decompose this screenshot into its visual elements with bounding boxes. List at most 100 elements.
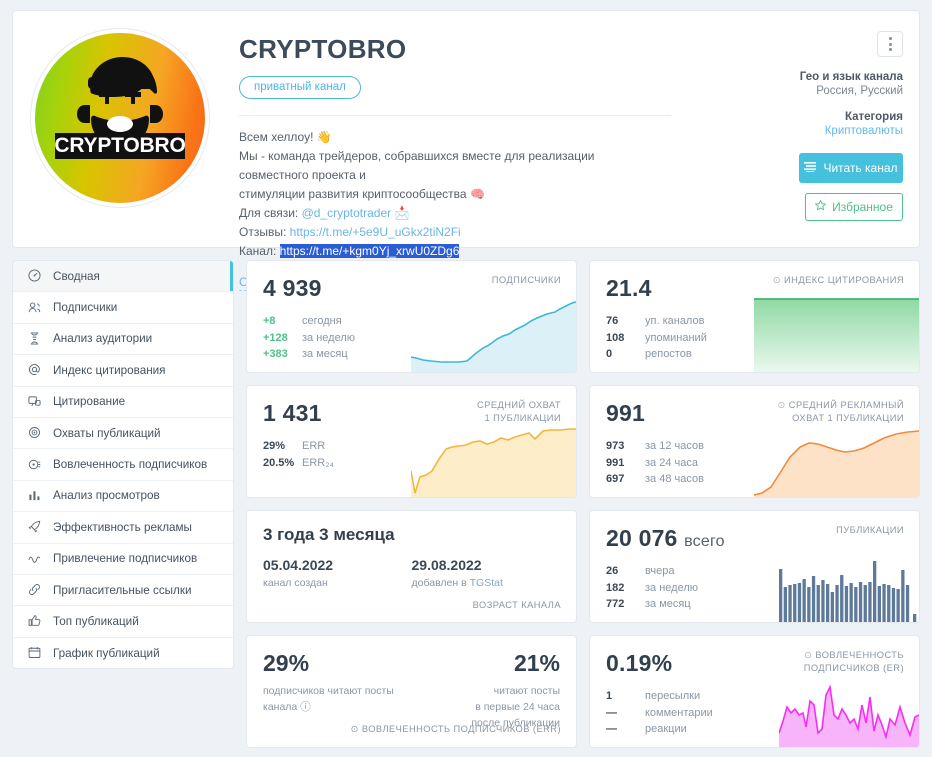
stat-key: +128: [263, 331, 288, 344]
sidebar-item-vovlechennost[interactable]: Вовлеченность подписчиков: [13, 449, 233, 481]
stat-value: за месяц: [302, 348, 348, 360]
at-icon: [27, 363, 42, 377]
channel-age-title: 3 года 3 месяца: [263, 525, 395, 544]
stat-value: за 24 часа: [645, 456, 698, 469]
corner-text-line1: СРЕДНИЙ РЕКЛАМНЫЙ: [788, 400, 904, 410]
calendar-icon: [27, 646, 42, 660]
sidebar-item-citirovanie[interactable]: Цитирование: [13, 387, 233, 418]
link-icon: [27, 583, 42, 597]
card-posts-corner-label: ПУБЛИКАЦИИ: [836, 525, 904, 535]
sidebar-item-effektivnost-reklamy[interactable]: Эффективность рекламы: [13, 512, 233, 544]
sidebar-item-label: Анализ просмотров: [53, 489, 160, 503]
users-icon: [27, 301, 42, 315]
sidebar-item-podpischiki[interactable]: Подписчики: [13, 292, 233, 324]
added-col: 29.08.2022 добавлен в TGStat: [412, 557, 561, 589]
added-date: 29.08.2022: [411, 557, 482, 573]
stat-key: 1: [606, 690, 613, 702]
sidebar-item-label: Топ публикаций: [53, 614, 139, 628]
corner-text-line1: ВОВЛЕЧЕННОСТЬ: [815, 650, 904, 660]
channel-age-dates: 05.04.2022 канал создан 29.08.2022 добав…: [263, 557, 560, 589]
card-channel-age: 3 года 3 месяца 05.04.2022 канал создан …: [246, 510, 577, 623]
created-col: 05.04.2022 канал создан: [263, 557, 412, 589]
read-channel-button[interactable]: Читать канал: [799, 153, 903, 183]
desc-line-3: стимуляции развития криптосообщества: [239, 186, 467, 201]
stat-value: упоминаний: [645, 331, 707, 344]
info-icon[interactable]: ⊙: [777, 400, 786, 410]
brain-emoji-icon: 🧠: [469, 186, 485, 201]
stat-key: —: [606, 706, 617, 719]
desc-line-1: Всем хеллоу!: [239, 129, 314, 144]
content-area: Сводная Подписчики Анализ аудитории Инде…: [12, 260, 920, 750]
err-right-caption-line1: читают посты: [493, 685, 560, 697]
info-icon[interactable]: ⓘ: [300, 701, 311, 713]
read-channel-label: Читать канал: [823, 161, 898, 175]
corner-text: ВОВЛЕЧЕННОСТЬ ПОДПИСЧИКОВ (ERR): [361, 724, 561, 734]
stat-key: —: [606, 723, 617, 735]
category-value-link[interactable]: Криптовалюты: [824, 125, 903, 137]
category-label: Категория: [844, 111, 903, 123]
stat-value: за 12 часов: [645, 440, 704, 452]
svg-text:CRYPTOBRO: CRYPTOBRO: [54, 134, 185, 157]
err-right-caption-line2: в первые 24 часа: [475, 701, 560, 713]
card-err: 29% подписчиков читают посты канала ⓘ 21…: [246, 635, 577, 748]
err-right-caption: читают посты в первые 24 часа после публ…: [412, 683, 560, 731]
ad-icon: [27, 520, 42, 534]
stat-key: 973: [606, 440, 625, 452]
stat-key: 697: [606, 473, 625, 485]
err-left-caption-line2: канала: [263, 701, 298, 713]
card-subscribers-corner-label: ПОДПИСЧИКИ: [491, 275, 561, 285]
sidebar-item-privlechenie[interactable]: Привлечение подписчиков: [13, 544, 233, 575]
more-vertical-icon[interactable]: [877, 31, 903, 57]
stat-value: комментарии: [645, 706, 713, 719]
err-left-caption: подписчиков читают посты канала ⓘ: [263, 683, 412, 715]
corner-text-line2: 1 ПУБЛИКАЦИИ: [484, 413, 561, 423]
sidebar-item-grafik-publikacij[interactable]: График публикаций: [13, 638, 233, 668]
dashboard-icon: [27, 269, 42, 283]
stats-cards-grid: ПОДПИСЧИКИ 4 939 +8 сегодня +128 за неделю…: [246, 260, 920, 750]
reviews-link[interactable]: https://t.me/+5e9U_uGkx2tiN2Fi: [289, 224, 461, 239]
sidebar-item-label: График публикаций: [53, 646, 160, 660]
cryptobro-logo-icon: CRYPTOBRO: [54, 57, 186, 159]
stat-key: +383: [263, 348, 288, 360]
posts-bar-chart: [779, 554, 919, 622]
sidebar-item-ohvaty-publikacij[interactable]: Охваты публикаций: [13, 418, 233, 450]
page-title: CRYPTOBRO: [239, 34, 407, 64]
card-ad-reach: ⊙ СРЕДНИЙ РЕКЛАМНЫЙ ОХВАТ 1 ПУБЛИКАЦИИ 9…: [589, 385, 920, 498]
sidebar-item-top-publikacij[interactable]: Топ публикаций: [13, 606, 233, 638]
citation-stats: 76 уп. каналов 108 упоминаний 0 репостов: [606, 313, 903, 363]
info-icon[interactable]: ⊙: [350, 724, 359, 734]
info-icon[interactable]: ⊙: [804, 650, 813, 660]
sidebar-item-priglasitelnye-ssylki[interactable]: Пригласительные ссылки: [13, 575, 233, 607]
err-row: 29% подписчиков читают посты канала ⓘ 21…: [263, 650, 560, 731]
sidebar-item-label: Цитирование: [53, 395, 126, 409]
card-citation-index: ⊙ ИНДЕКС ЦИТИРОВАНИЯ 21.4 76 уп. каналов: [589, 260, 920, 373]
favorite-label: Избранное: [832, 200, 893, 214]
card-avg-reach-corner-label: СРЕДНИЙ ОХВАТ 1 ПУБЛИКАЦИИ: [477, 399, 561, 425]
card-age-corner-label: ВОЗРАСТ КАНАЛА: [472, 600, 561, 610]
stat-key: 20.5%: [263, 456, 295, 469]
stat-key: 76: [606, 315, 619, 327]
favorite-button[interactable]: Избранное: [805, 193, 903, 221]
channel-invite-link-selected[interactable]: https://t.me/+kgm0Yj_xrwU0ZDg6: [279, 243, 460, 258]
info-icon[interactable]: ⊙: [772, 275, 781, 285]
contact-username-link[interactable]: @d_cryptotrader: [301, 205, 392, 220]
stat-key: 991: [606, 456, 625, 469]
sidebar-item-svodnaya[interactable]: Сводная: [13, 261, 233, 293]
created-date: 05.04.2022: [263, 557, 334, 573]
channel-side-info: Гео и язык канала Россия, Русский Катего…: [743, 29, 903, 231]
stat-value: ERR₂₄: [302, 456, 334, 469]
stat-value: реакции: [645, 723, 687, 735]
sidebar-item-indeks-citirovaniya[interactable]: Индекс цитирования: [13, 355, 233, 387]
card-er-corner-label: ⊙ ВОВЛЕЧЕННОСТЬ ПОДПИСЧИКОВ (ER): [804, 649, 904, 675]
sidebar-item-analiz-prosmotrov[interactable]: Анализ просмотров: [13, 481, 233, 513]
added-caption-prefix: добавлен в: [411, 577, 467, 589]
sidebar-item-analiz-auditorii[interactable]: Анализ аудитории: [13, 324, 233, 356]
reviews-label: Отзывы:: [239, 224, 287, 239]
sidebar-item-label: Сводная: [53, 269, 100, 283]
stat-key: 182: [606, 581, 625, 594]
divider: [239, 114, 671, 116]
card-posts: ПУБЛИКАЦИИ: [589, 510, 920, 623]
stat-key: 26: [606, 565, 619, 577]
er-value: 0.19%: [606, 650, 673, 676]
